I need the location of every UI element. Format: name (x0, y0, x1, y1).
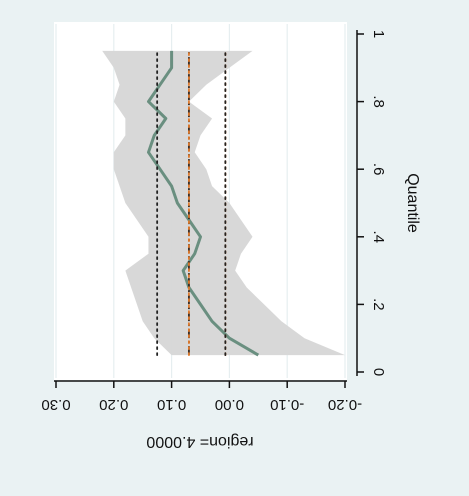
value-axis-tick-label-4: 0.20 (99, 396, 128, 413)
quantile-axis-tick-label-4: .8 (370, 95, 387, 108)
value-axis-tick-label-3: 0.10 (157, 396, 186, 413)
quantile-axis-tick-label-1: .2 (370, 298, 387, 311)
value-axis-tick-label-0: -0.20 (328, 396, 362, 413)
quantile-axis-tick-label-2: .4 (370, 231, 387, 244)
series-lines-layer (146, 50, 260, 357)
value-axis-tick-label-2: 0.00 (215, 396, 244, 413)
confidence-band (102, 50, 346, 356)
value-axis-tick-label-1: -0.10 (270, 396, 304, 413)
axes: -0.20 -0.10 0.00 0.10 0.20 0.30 0 .2 .4 .6 .8 1 (41, 30, 387, 413)
quantile-axis-tick-label-0: 0 (370, 368, 387, 376)
quantile-axis-tick-label-5: 1 (370, 30, 387, 38)
x-axis-title: Quantile (404, 173, 421, 233)
series-line-0 (146, 50, 260, 357)
chart-subtitle: region= 4.0000 (146, 433, 253, 450)
quantile-axis-tick-label-3: .6 (370, 163, 387, 176)
confidence-band-layer (102, 50, 346, 356)
value-axis-tick-label-5: 0.30 (41, 396, 70, 413)
